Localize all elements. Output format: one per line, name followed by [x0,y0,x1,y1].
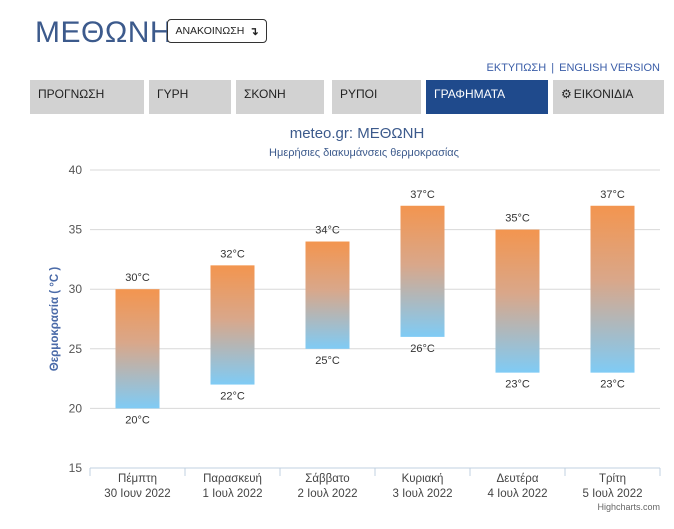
range-bar [210,265,255,385]
x-tick-label-day: Σάββατο [305,473,349,485]
x-tick-label-day: Παρασκευή [203,473,262,485]
low-data-label: 22°C [220,391,245,403]
range-bar [305,241,350,349]
tab-label: ΓΥΡΗ [157,87,189,101]
tab-label: ΡΥΠΟΙ [340,87,378,101]
y-tick-label: 40 [69,163,83,177]
low-data-label: 26°C [410,343,435,355]
x-axis: Πέμπτη 30 Ιουν 2022 Παρασκευή 1 Ιουλ 2022 Σά… [89,467,661,500]
y-axis-label: Θερμοκρασία ( °C ) [49,267,61,372]
tab-pollen[interactable]: ΓΥΡΗ [149,80,231,114]
high-data-label: 34°C [315,225,340,237]
highcharts-credits[interactable]: Highcharts.com [597,502,660,512]
range-bar [590,205,635,373]
y-tick-label: 30 [69,282,83,296]
x-tick-label-date: 2 Ιουλ 2022 [298,488,358,500]
high-data-label: 37°C [410,189,435,201]
y-tick-label: 20 [69,401,83,415]
x-tick-label-date: 3 Ιουλ 2022 [393,488,453,500]
chart-subtitle: Ημερήσιες διακυμάνσεις θερμοκρασίας [269,147,459,159]
range-bar [495,229,540,373]
gear-icon: ⚙ [561,87,572,101]
x-tick-label-day: Δευτέρα [497,473,539,485]
high-data-label: 35°C [505,213,530,225]
high-data-label: 32°C [220,248,245,260]
tab-pollutants[interactable]: ΡΥΠΟΙ [332,80,421,114]
range-bar [115,289,160,409]
x-tick-label-date: 5 Ιουλ 2022 [583,488,643,500]
y-tick-label: 35 [69,223,83,237]
x-tick-label-day: Πέμπτη [118,473,157,485]
range-bar [400,205,445,337]
tab-label: ΕΙΚΟΝΙΔΙΑ [573,87,634,101]
page-title: ΜΕΘΩΝΗ [35,16,173,49]
low-data-label: 25°C [315,355,340,367]
low-data-label: 23°C [600,379,625,391]
x-tick-label-date: 30 Ιουν 2022 [104,488,170,500]
high-data-label: 37°C [600,189,625,201]
grid-lines [90,169,660,409]
english-version-link[interactable]: ENGLISH VERSION [559,62,660,74]
announcement-button[interactable]: ΑΝΑΚΟΙΝΩΣΗ ↴ [167,19,267,43]
low-data-label: 23°C [505,379,530,391]
high-data-label: 30°C [125,272,150,284]
tab-label: ΠΡΟΓΝΩΣΗ [38,87,105,101]
tab-bar: ΠΡΟΓΝΩΣΗ ΓΥΡΗ ΣΚΟΝΗ ΡΥΠΟΙ ΓΡΑΦΗΜΑΤΑ ⚙ ΕΙΚ… [30,80,664,114]
y-tick-label: 25 [69,342,83,356]
low-data-label: 20°C [125,414,150,426]
tab-charts[interactable]: ΓΡΑΦΗΜΑΤΑ [426,80,548,114]
bar-series: 30°C 20°C 32°C 22°C 34°C 25°C 37°C 26°C 35°C 23°C… [115,189,635,426]
chart-title: meteo.gr: ΜΕΘΩΝΗ [290,125,425,142]
y-axis-ticks: 15 20 25 30 35 40 [69,163,83,475]
tab-label: ΣΚΟΝΗ [244,87,286,101]
x-tick-label-day: Τρίτη [599,473,626,485]
tab-dust[interactable]: ΣΚΟΝΗ [236,80,324,114]
x-tick-label-date: 4 Ιουλ 2022 [488,488,548,500]
announcement-label: ΑΝΑΚΟΙΝΩΣΗ [175,25,245,37]
link-separator: | [551,62,555,74]
x-tick-label-day: Κυριακή [402,473,444,485]
tab-icons[interactable]: ⚙ ΕΙΚΟΝΙΔΙΑ [553,80,664,114]
temperature-chart: meteo.gr: ΜΕΘΩΝΗ Ημερήσιες διακυμάνσεις … [49,125,661,500]
x-tick-label-date: 1 Ιουλ 2022 [203,488,263,500]
top-links: ΕΚΤΥΠΩΣΗ | ENGLISH VERSION [487,62,660,74]
tab-forecast[interactable]: ΠΡΟΓΝΩΣΗ [30,80,144,114]
print-link[interactable]: ΕΚΤΥΠΩΣΗ [486,62,547,74]
arrow-down-icon: ↴ [249,25,259,38]
tab-label: ΓΡΑΦΗΜΑΤΑ [434,87,506,101]
y-tick-label: 15 [69,461,83,475]
